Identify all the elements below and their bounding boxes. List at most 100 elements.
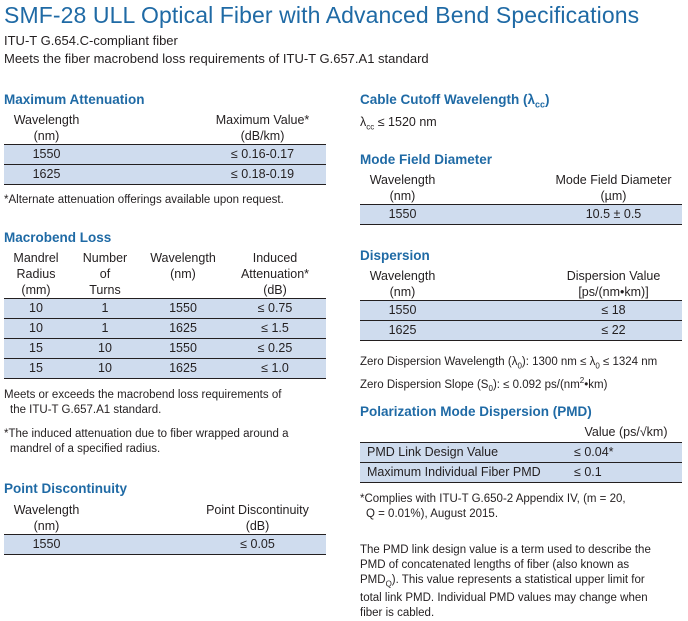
table-cell: ≤ 0.16-0.17: [89, 144, 326, 165]
point-discontinuity-table: Wavelength (nm) Point Discontinuity (dB) 1…: [4, 502, 326, 555]
desc-line: fiber is cabled.: [360, 607, 435, 620]
table-cell: 10: [4, 298, 68, 319]
table-cell: 1550: [4, 534, 89, 555]
col-header: Value (ps/√km): [584, 425, 668, 439]
table-row: 1625 ≤ 0.18-0.19: [4, 164, 326, 185]
desc-text: PMD: [360, 574, 386, 586]
col-header: Mode Field Diameter: [555, 173, 672, 187]
col-header: [ps/(nm•km)]: [578, 285, 649, 299]
table-row: 15 10 1550 ≤ 0.25: [4, 338, 326, 359]
col-header: Radius: [16, 267, 56, 281]
text: ): ≤ 0.092 ps/(nm: [492, 379, 580, 392]
table-row: 1625 ≤ 22: [360, 320, 682, 341]
zero-dispersion-slope: Zero Dispersion Slope (S0): ≤ 0.092 ps/(…: [360, 373, 682, 396]
table-cell: 1550: [360, 300, 445, 321]
table-row: 1550 ≤ 0.05: [4, 534, 326, 555]
col-header: Wavelength: [13, 503, 80, 517]
text: •km): [584, 379, 608, 392]
col-header: Point Discontinuity: [206, 503, 309, 517]
col-header-wavelength: Wavelength: [13, 113, 80, 127]
table-cell: 15: [4, 358, 68, 379]
col-header: Dispersion Value: [566, 269, 661, 283]
col-header: (mm): [21, 283, 51, 297]
table-row: 10 1 1550 ≤ 0.75: [4, 298, 326, 319]
col-header: Wavelength: [369, 269, 436, 283]
col-header: Attenuation*: [240, 267, 310, 281]
col-header: Wavelength: [150, 251, 216, 265]
section-heading: Mode Field Diameter: [360, 152, 493, 167]
col-header: (dB): [245, 519, 270, 533]
point-discontinuity-section: Point Discontinuity Wavelength (nm) Point…: [4, 481, 326, 555]
text: Zero Dispersion Slope (S: [360, 379, 489, 392]
col-header: (nm): [170, 267, 196, 281]
col-header: Wavelength: [369, 173, 436, 187]
table-cell: ≤ 0.75: [224, 298, 326, 319]
table-cell: ≤ 22: [445, 320, 682, 341]
table-cell: 1: [68, 318, 142, 339]
table-cell: Maximum Individual Fiber PMD: [360, 462, 570, 483]
col-header: Mandrel: [13, 251, 59, 265]
desc-line: total link PMD. Individual PMD values ma…: [360, 592, 648, 605]
col-header: (nm): [389, 285, 416, 299]
table-row: Maximum Individual Fiber PMD ≤ 0.1: [360, 462, 682, 483]
subscript: 0: [517, 361, 522, 371]
lambda-subscript: cc: [366, 122, 375, 132]
cutoff-section: Cable Cutoff Wavelength (λcc) λcc ≤ 1520…: [360, 92, 682, 131]
text: ≤ 1324 nm: [599, 356, 658, 368]
attenuation-note: *Alternate attenuation offerings availab…: [4, 194, 284, 206]
dispersion-table: Wavelength (nm) Dispersion Value [ps/(nm•k…: [360, 268, 682, 341]
table-cell: ≤ 0.05: [89, 534, 326, 555]
section-heading: Point Discontinuity: [4, 481, 127, 496]
macrobend-table: Mandrel Radius (mm) Number of Turns Waveleng…: [4, 250, 326, 379]
table-cell: 1625: [4, 164, 89, 185]
subtitle-macrobend: Meets the fiber macrobend loss requireme…: [4, 51, 429, 66]
table-cell: PMD Link Design Value: [360, 442, 570, 463]
col-header: Number: [82, 251, 128, 265]
section-heading: Maximum Attenuation: [4, 92, 145, 107]
table-row: 1550 ≤ 18: [360, 300, 682, 321]
table-cell: 1625: [142, 318, 224, 339]
macrobend-section: Macrobend Loss Mandrel Radius (mm) Number o…: [4, 230, 326, 457]
col-header: (dB): [263, 283, 287, 297]
heading-text-end: ): [545, 92, 550, 107]
desc-line: The PMD link design value is a term used…: [360, 544, 651, 556]
col-header: Induced: [252, 251, 298, 265]
macrobend-note-induced: *The induced attenuation due to fiber wr…: [4, 427, 326, 457]
table-cell: 10: [68, 358, 142, 379]
cutoff-value-text: ≤ 1520 nm: [374, 114, 437, 129]
table-cell: 1550: [142, 338, 224, 359]
note-line: Q = 0.01%), August 2015.: [366, 508, 499, 520]
desc-line: PMD of concatenated lengths of fiber (al…: [360, 559, 630, 571]
macrobend-note-standard: Meets or exceeds the macrobend loss requ…: [4, 388, 326, 418]
note-line: mandrel of a specified radius.: [10, 443, 161, 455]
section-heading: Dispersion: [360, 248, 430, 263]
table-cell: 1550: [4, 144, 89, 165]
section-heading: Polarization Mode Dispersion (PMD): [360, 404, 592, 419]
dispersion-section: Dispersion Wavelength (nm) Dispersion Val…: [360, 248, 682, 396]
heading-subscript: cc: [535, 99, 546, 110]
table-cell: ≤ 0.18-0.19: [89, 164, 326, 185]
col-header: of: [99, 267, 111, 281]
page-title: SMF-28 ULL Optical Fiber with Advanced B…: [4, 2, 640, 28]
col-header-max-value: Maximum Value*: [215, 113, 310, 127]
desc-text: ). This value represents a statistical u…: [391, 574, 645, 586]
pmd-table: Value (ps/√km) PMD Link Design Value ≤ 0.…: [360, 424, 682, 483]
table-cell: 1625: [142, 358, 224, 379]
table-cell: 1550: [142, 298, 224, 319]
col-header-unit: (dB/km): [240, 129, 285, 143]
table-cell: ≤ 18: [445, 300, 682, 321]
table-row: PMD Link Design Value ≤ 0.04*: [360, 442, 682, 463]
table-cell: ≤ 0.25: [224, 338, 326, 359]
note-line: Meets or exceeds the macrobend loss requ…: [4, 389, 282, 401]
text: Zero Dispersion Wavelength (λ: [360, 356, 518, 368]
table-cell: ≤ 0.1: [570, 462, 682, 483]
lambda-symbol: λ: [360, 114, 367, 129]
note-line: *Complies with ITU-T G.650-2 Appendix IV…: [360, 493, 626, 505]
table-cell: 1: [68, 298, 142, 319]
superscript: 2: [579, 376, 585, 386]
table-cell: 15: [4, 338, 68, 359]
table-cell: 10.5 ± 0.5: [445, 204, 682, 225]
table-cell: 10: [68, 338, 142, 359]
table-cell: 10: [4, 318, 68, 339]
table-row: 10 1 1625 ≤ 1.5: [4, 318, 326, 339]
